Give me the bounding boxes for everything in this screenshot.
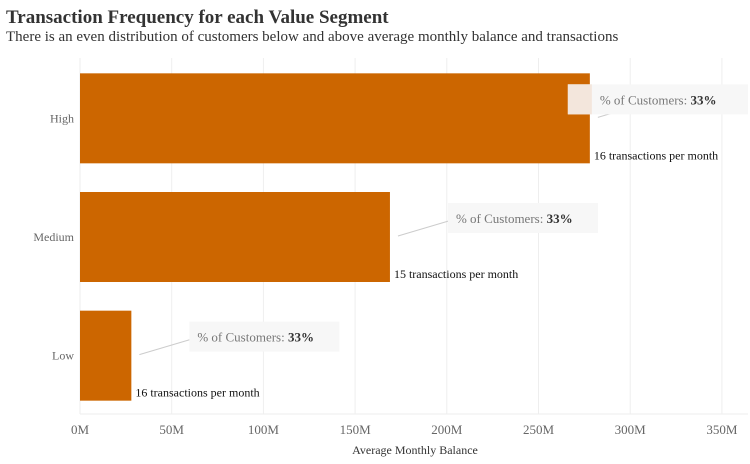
- category-labels: High Medium Low: [33, 111, 74, 362]
- bars: [80, 73, 590, 401]
- x-tick-label: 50M: [159, 422, 184, 437]
- annotation-value: 33%: [288, 330, 314, 345]
- annotation-highlight: [567, 84, 592, 115]
- x-axis-title: Average Monthly Balance: [352, 443, 478, 457]
- x-tick-label: 0M: [71, 422, 90, 437]
- annotations: % of Customers: 33% % of Customers: 33% % …: [139, 84, 748, 356]
- annotation-leader: [139, 338, 194, 356]
- annotation-text: % of Customers: 33%: [600, 92, 717, 107]
- data-label: 16 transactions per month: [135, 386, 259, 400]
- bar-high: [80, 73, 590, 164]
- annotation-value: 33%: [690, 92, 716, 107]
- chart-subtitle: There is an even distribution of custome…: [6, 29, 619, 45]
- x-tick-label: 150M: [340, 422, 372, 437]
- x-tick-label: 200M: [431, 422, 463, 437]
- x-tick-label: 100M: [248, 422, 280, 437]
- annotation-value: 33%: [547, 211, 573, 226]
- annotation-box: [447, 203, 598, 233]
- chart-title: Transaction Frequency for each Value Seg…: [6, 7, 389, 28]
- data-label: 16 transactions per month: [594, 148, 718, 162]
- category-label: High: [50, 111, 74, 125]
- annotation-leader: [397, 219, 453, 237]
- x-tick-label: 250M: [523, 422, 555, 437]
- annotation-box: [189, 321, 340, 352]
- category-label: Medium: [33, 230, 74, 244]
- data-label: 15 transactions per month: [394, 267, 518, 281]
- x-tick-labels: 0M 50M 100M 150M 200M 250M 300M 350M: [71, 422, 738, 437]
- annotation-text: % of Customers: 33%: [197, 330, 314, 345]
- bar-medium: [80, 192, 390, 282]
- annotation-box: [567, 84, 748, 115]
- data-labels: 16 transactions per month 15 transactions…: [135, 148, 718, 399]
- category-label: Low: [52, 349, 74, 363]
- annotation-text: % of Customers: 33%: [456, 211, 573, 226]
- bar-low: [80, 310, 132, 401]
- x-tick-label: 300M: [615, 422, 647, 437]
- x-tick-label: 350M: [706, 422, 738, 437]
